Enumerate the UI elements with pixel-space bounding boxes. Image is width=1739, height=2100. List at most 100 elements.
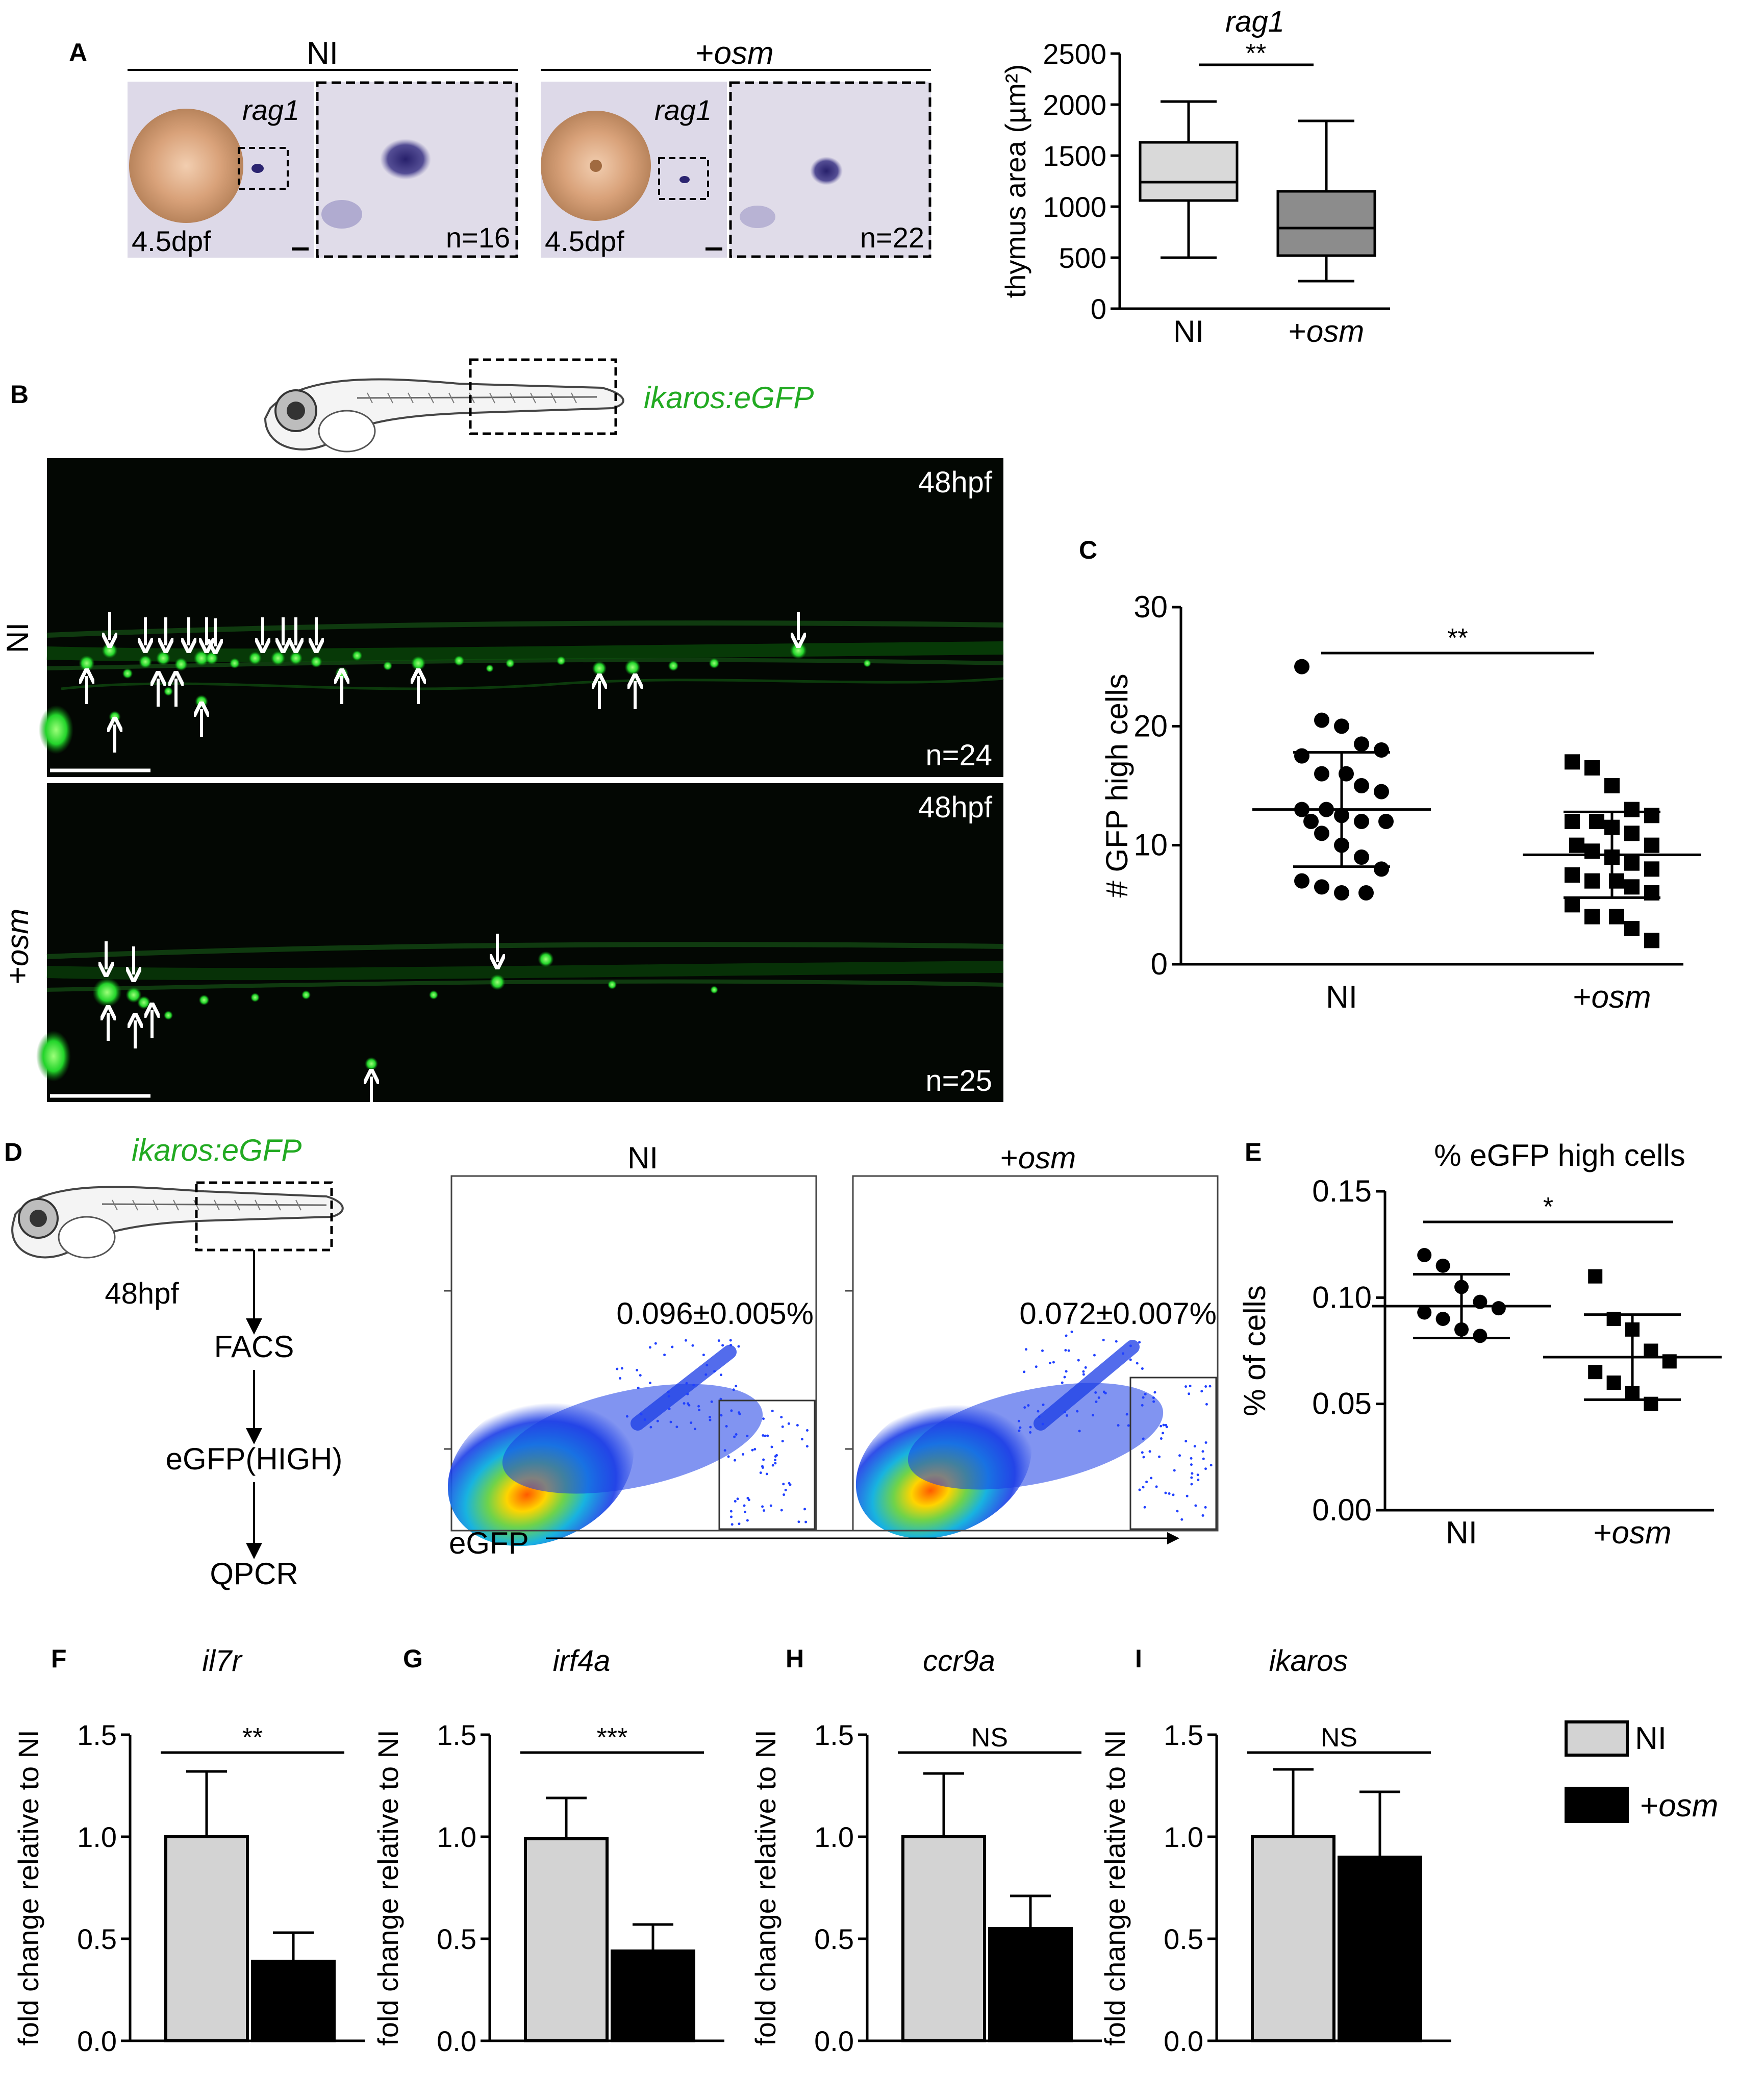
facs-plot-ni: NI 0.096±0.005%	[447, 1141, 817, 1546]
data-point	[1334, 718, 1349, 734]
gfp-cell	[137, 996, 150, 1009]
facs-event	[770, 1445, 773, 1448]
panel-letter-f: F	[51, 1644, 67, 1673]
y-axis-label: # GFP high cells	[1100, 673, 1134, 897]
y-tick-label: 0.5	[814, 1923, 854, 1955]
data-point	[1606, 1376, 1621, 1390]
data-point	[1354, 814, 1369, 829]
gfp-cell	[289, 652, 303, 665]
y-tick-label: 1.0	[437, 1821, 476, 1853]
facs-event	[721, 1344, 724, 1347]
series-ni	[1252, 659, 1431, 901]
legend: NI +osm	[1565, 1720, 1718, 1823]
gene-label-osm: rag1	[654, 94, 712, 126]
facs-event	[1204, 1467, 1207, 1470]
larva-drawing-b	[264, 358, 624, 453]
facs-event	[1197, 1479, 1200, 1482]
gfp-cell	[174, 658, 188, 671]
facs-event	[667, 1395, 670, 1398]
data-point	[1354, 736, 1369, 752]
data-point	[1374, 742, 1389, 758]
y-tick-label: 10	[1133, 828, 1168, 862]
y-tick-label: 1.5	[77, 1719, 117, 1751]
legend-label-osm: +osm	[1640, 1788, 1718, 1823]
side-label-b-osm: +osm	[1, 909, 35, 984]
facs-event	[1070, 1330, 1073, 1333]
facs-axis	[444, 1290, 1218, 1544]
series-osm	[1523, 754, 1701, 948]
panel-letter-g: G	[403, 1644, 423, 1673]
facs-event	[1189, 1385, 1192, 1388]
facs-event	[686, 1392, 689, 1395]
facs-event	[1037, 1410, 1040, 1413]
facs-event	[667, 1390, 670, 1393]
series-osm	[1543, 1269, 1722, 1411]
chart-title: rag1	[1225, 5, 1284, 38]
data-point	[1624, 879, 1640, 895]
facs-event	[720, 1373, 723, 1377]
y-tick-label: 1.5	[1164, 1719, 1203, 1751]
y-tick-label: 0.0	[1164, 2025, 1203, 2057]
facs-event	[800, 1438, 803, 1441]
y-tick-label: 1.0	[77, 1821, 117, 1853]
facs-event	[1077, 1359, 1080, 1362]
facs-event	[1184, 1385, 1188, 1388]
y-tick-label: 2500	[1043, 38, 1106, 70]
facs-event	[1190, 1476, 1193, 1479]
y-axis-label: thymus area (µm²)	[999, 64, 1031, 298]
significance-label: **	[1447, 623, 1468, 653]
facs-event	[784, 1488, 787, 1491]
facs-event	[733, 1435, 736, 1438]
facs-event	[720, 1414, 723, 1417]
gfp-cell	[710, 986, 718, 994]
gfp-cell	[351, 650, 363, 661]
facs-event	[1145, 1481, 1148, 1484]
facs-event	[1180, 1518, 1183, 1521]
facs-event	[1038, 1415, 1041, 1418]
facs-event	[780, 1416, 783, 1419]
facs-event	[783, 1493, 786, 1496]
facs-event	[762, 1434, 765, 1437]
facs-event	[669, 1420, 672, 1423]
facs-event	[734, 1459, 737, 1462]
bar-ni	[901, 1835, 986, 2042]
chart-title: ikaros	[1269, 1644, 1348, 1678]
facs-event	[1160, 1437, 1163, 1440]
y-tick-label: 1.5	[437, 1719, 476, 1751]
data-point	[1565, 897, 1580, 913]
y-tick-label: 0.00	[1312, 1493, 1372, 1527]
facs-event	[1142, 1396, 1145, 1399]
facs-event	[774, 1458, 777, 1461]
facs-event	[1165, 1423, 1168, 1427]
data-point	[1417, 1248, 1432, 1262]
gfp-cell	[310, 656, 322, 668]
gfp-image-osm: 48hpf n=25	[36, 783, 1004, 1105]
y-axis-label: fold change relative to NI	[12, 1730, 44, 2045]
facs-event	[639, 1374, 642, 1377]
facs-event	[797, 1520, 800, 1523]
facs-event	[1152, 1400, 1155, 1403]
data-point	[1314, 766, 1329, 782]
facs-event	[796, 1423, 799, 1427]
chart-title: % eGFP high cells	[1434, 1138, 1685, 1172]
facs-event	[1188, 1392, 1191, 1395]
y-tick-label: 30	[1133, 590, 1168, 624]
facs-event	[1190, 1457, 1193, 1460]
n-label-b-ni: n=24	[925, 739, 992, 772]
facs-event	[1138, 1341, 1141, 1344]
facs-event	[1136, 1362, 1139, 1365]
facs-event	[648, 1382, 651, 1385]
x-tick-label: +osm	[1289, 314, 1364, 348]
data-point	[1354, 778, 1369, 793]
panel-letter-b: B	[10, 380, 29, 409]
gfp-cell	[383, 661, 393, 671]
facs-event	[1102, 1390, 1105, 1393]
workflow-step-facs: FACS	[214, 1330, 294, 1364]
facs-event	[636, 1368, 639, 1371]
facs-gate-osm	[1129, 1377, 1217, 1530]
facs-event	[1093, 1354, 1096, 1357]
panel-letter-h: H	[786, 1644, 804, 1673]
facs-event	[1200, 1390, 1203, 1393]
facs-event	[1202, 1457, 1205, 1460]
facs-event	[1168, 1492, 1171, 1495]
